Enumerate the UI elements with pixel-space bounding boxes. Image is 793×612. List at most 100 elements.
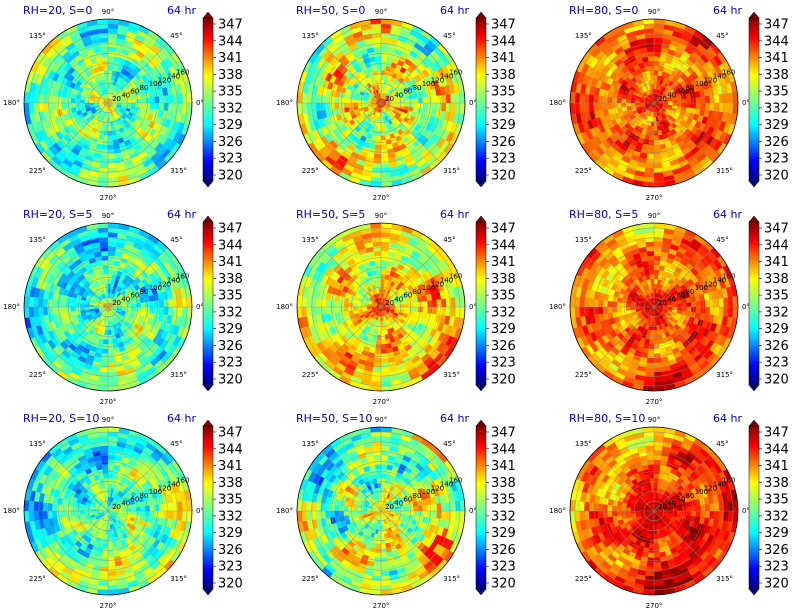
field-cell (73, 258, 83, 267)
field-cell (71, 351, 80, 360)
field-cell (333, 324, 341, 333)
field-cell (362, 370, 373, 377)
field-cell (144, 338, 153, 347)
field-cell (689, 158, 700, 168)
field-cell (586, 76, 594, 87)
field-cell (363, 108, 369, 113)
field-cell (334, 51, 345, 61)
field-cell (676, 287, 683, 293)
field-cell (362, 302, 368, 306)
field-cell (103, 269, 108, 275)
field-cell (603, 89, 609, 97)
field-cell (122, 88, 129, 94)
field-cell (96, 318, 101, 324)
field-cell (52, 109, 59, 118)
field-cell (352, 167, 363, 176)
field-cell (45, 148, 56, 160)
field-cell (39, 65, 48, 77)
field-cell (376, 103, 381, 106)
field-cell (62, 85, 70, 93)
field-cell (404, 103, 409, 107)
field-cell (112, 103, 118, 106)
field-cell (108, 297, 111, 303)
field-cell (148, 281, 156, 290)
field-cell (108, 98, 110, 103)
field-cell (94, 256, 102, 262)
field-cell (108, 307, 110, 312)
field-cell (641, 56, 649, 63)
radial-tick-label: 40 (121, 295, 130, 303)
field-cell (649, 103, 654, 105)
angle-label: 180° (3, 99, 20, 107)
field-cell (629, 114, 636, 120)
field-cell (94, 303, 99, 306)
field-cell (667, 304, 673, 307)
field-cell (371, 338, 377, 344)
field-cell (57, 313, 63, 321)
field-cell (329, 369, 342, 380)
field-cell (668, 292, 675, 298)
field-cell (386, 109, 391, 115)
field-cell (320, 103, 326, 111)
field-cell (152, 75, 160, 84)
colorbar-tick-label: 332 (218, 101, 243, 116)
field-cell (77, 151, 87, 159)
field-cell (61, 90, 68, 98)
field-cell (437, 247, 448, 259)
field-cell (598, 142, 608, 153)
field-cell (45, 46, 56, 58)
field-cell (630, 281, 637, 288)
field-cell (381, 246, 389, 252)
field-cell (382, 94, 386, 99)
field-cell (417, 145, 428, 155)
field-cell (307, 131, 317, 143)
field-cell (90, 312, 96, 317)
field-cell (645, 284, 650, 290)
field-cell (121, 290, 127, 296)
field-cell (614, 167, 626, 177)
field-cell (389, 112, 395, 118)
field-cell (353, 95, 359, 100)
field-cell (341, 343, 350, 352)
field-cell (77, 47, 87, 55)
field-cell (416, 362, 427, 372)
field-cell (177, 93, 183, 103)
field-cell (400, 230, 412, 238)
field-cell (673, 277, 681, 284)
field-cell (602, 103, 608, 110)
field-cell (413, 302, 419, 307)
field-cell (108, 353, 115, 359)
field-cell (308, 325, 317, 336)
field-cell (430, 109, 437, 118)
field-cell (43, 68, 52, 78)
field-cell (143, 38, 154, 48)
field-cell (121, 150, 130, 158)
field-cell (415, 258, 424, 268)
field-cell (381, 274, 386, 280)
field-cell (395, 329, 401, 336)
field-cell (659, 289, 664, 295)
field-cell (108, 293, 110, 298)
field-cell (98, 289, 103, 295)
field-cell (94, 97, 100, 101)
field-cell (636, 141, 644, 149)
field-cell (378, 302, 381, 307)
angle-label: 180° (3, 303, 20, 311)
field-cell (659, 319, 664, 325)
field-cell (312, 333, 321, 345)
field-cell (572, 123, 581, 136)
field-cell (665, 314, 671, 319)
field-cell (389, 309, 395, 313)
field-cell (340, 328, 348, 336)
field-cell (142, 142, 151, 152)
field-cell (33, 103, 39, 113)
field-cell (450, 103, 456, 113)
colorbar-tick-label: 323 (218, 152, 243, 167)
field-cell (670, 287, 677, 293)
field-cell (367, 101, 372, 103)
field-cell (71, 297, 77, 303)
field-cell (406, 54, 416, 63)
field-cell (113, 295, 118, 301)
field-cell (341, 151, 351, 160)
field-cell (98, 313, 103, 319)
